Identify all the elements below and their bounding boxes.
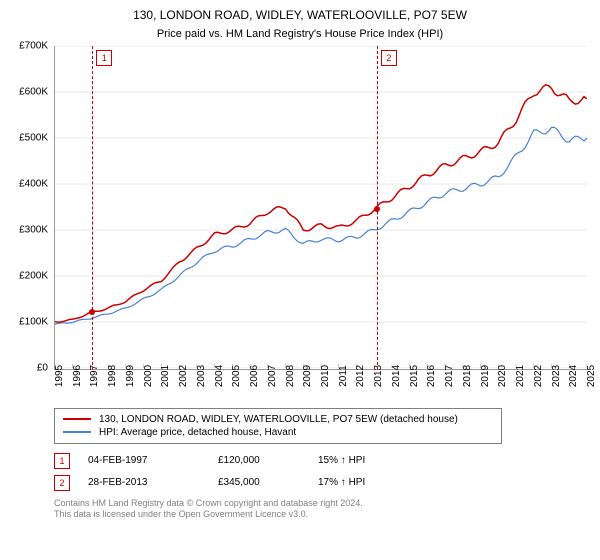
x-tick-label: 2021 <box>515 364 526 386</box>
x-tick-label: 2001 <box>160 364 171 386</box>
point-price: £345,000 <box>218 477 318 488</box>
marker-badge: 2 <box>381 50 397 66</box>
y-tick-label: £500K <box>19 132 48 143</box>
point-pct: 15% ↑ HPI <box>318 455 418 466</box>
x-tick-label: 2017 <box>444 364 455 386</box>
x-tick-label: 2018 <box>462 364 473 386</box>
x-tick-label: 2014 <box>391 364 402 386</box>
y-axis: £0£100K£200K£300K£400K£500K£600K£700K <box>12 46 52 370</box>
legend-row: 130, LONDON ROAD, WIDLEY, WATERLOOVILLE,… <box>63 413 493 426</box>
y-tick-label: £200K <box>19 270 48 281</box>
x-tick-label: 2006 <box>249 364 260 386</box>
x-tick-label: 2009 <box>302 364 313 386</box>
y-tick-label: £700K <box>19 40 48 51</box>
x-tick-label: 2024 <box>568 364 579 386</box>
x-tick-label: 2005 <box>231 364 242 386</box>
sale-point-row: 2 28-FEB-2013£345,00017% ↑ HPI <box>54 472 588 494</box>
sale-points-table: 1 04-FEB-1997£120,00015% ↑ HPI 2 28-FEB-201… <box>54 450 588 494</box>
x-tick-label: 2012 <box>355 364 366 386</box>
x-tick-label: 2004 <box>214 364 225 386</box>
plot-svg <box>55 46 587 368</box>
x-tick-label: 2002 <box>178 364 189 386</box>
footer-attribution: Contains HM Land Registry data © Crown c… <box>54 498 588 521</box>
x-tick-label: 2025 <box>586 364 597 386</box>
point-date: 04-FEB-1997 <box>88 455 218 466</box>
chart-area: £0£100K£200K£300K£400K£500K£600K£700K 12… <box>12 46 588 406</box>
x-tick-label: 2007 <box>267 364 278 386</box>
point-price: £120,000 <box>218 455 318 466</box>
x-tick-label: 1999 <box>125 364 136 386</box>
x-tick-label: 2016 <box>426 364 437 386</box>
x-tick-label: 2010 <box>320 364 331 386</box>
legend: 130, LONDON ROAD, WIDLEY, WATERLOOVILLE,… <box>54 408 502 444</box>
x-tick-label: 2015 <box>409 364 420 386</box>
y-tick-label: £0 <box>37 362 48 373</box>
x-tick-label: 1997 <box>89 364 100 386</box>
x-tick-label: 2003 <box>196 364 207 386</box>
chart-title: 130, LONDON ROAD, WIDLEY, WATERLOOVILLE,… <box>12 8 588 24</box>
x-tick-label: 1998 <box>107 364 118 386</box>
x-tick-label: 2022 <box>533 364 544 386</box>
legend-swatch <box>63 418 91 420</box>
legend-swatch <box>63 431 91 433</box>
sale-point-row: 1 04-FEB-1997£120,00015% ↑ HPI <box>54 450 588 472</box>
footer-line-2: This data is licensed under the Open Gov… <box>54 509 588 521</box>
point-pct: 17% ↑ HPI <box>318 477 418 488</box>
x-tick-label: 2023 <box>551 364 562 386</box>
x-tick-label: 2019 <box>480 364 491 386</box>
x-tick-label: 2000 <box>143 364 154 386</box>
x-tick-label: 1996 <box>72 364 83 386</box>
x-tick-label: 2008 <box>285 364 296 386</box>
x-tick-label: 2011 <box>338 365 349 387</box>
x-tick-label: 1995 <box>54 364 65 386</box>
marker-dot <box>89 309 95 315</box>
x-tick-label: 2013 <box>373 364 384 386</box>
legend-label: HPI: Average price, detached house, Hava… <box>99 427 296 438</box>
footer-line-1: Contains HM Land Registry data © Crown c… <box>54 498 588 510</box>
y-tick-label: £100K <box>19 316 48 327</box>
chart-subtitle: Price paid vs. HM Land Registry's House … <box>12 28 588 40</box>
legend-row: HPI: Average price, detached house, Hava… <box>63 426 493 439</box>
point-badge: 1 <box>54 453 70 469</box>
series-line <box>55 84 587 321</box>
x-axis: 1995199619971998199920002001200220032004… <box>54 372 588 406</box>
marker-vline <box>92 46 93 370</box>
legend-label: 130, LONDON ROAD, WIDLEY, WATERLOOVILLE,… <box>99 414 458 425</box>
y-tick-label: £400K <box>19 178 48 189</box>
marker-badge: 1 <box>96 50 112 66</box>
x-tick-label: 2020 <box>497 364 508 386</box>
y-tick-label: £300K <box>19 224 48 235</box>
y-tick-label: £600K <box>19 86 48 97</box>
plot-region: 12 <box>54 46 588 370</box>
point-date: 28-FEB-2013 <box>88 477 218 488</box>
point-badge: 2 <box>54 475 70 491</box>
marker-dot <box>374 206 380 212</box>
